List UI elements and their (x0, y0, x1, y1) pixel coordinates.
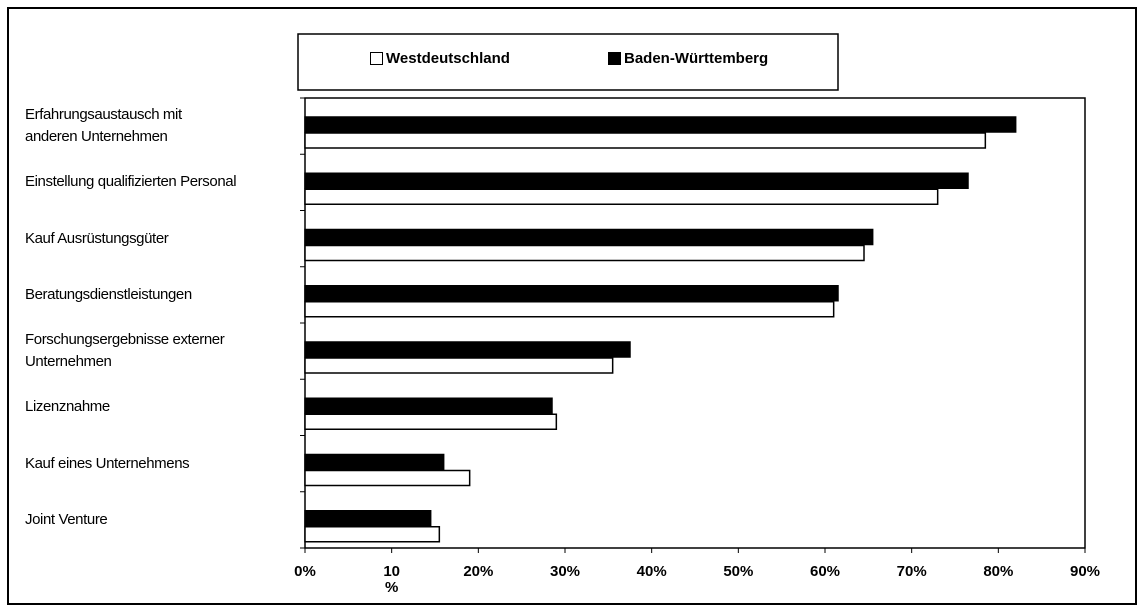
legend-label: Baden-Württemberg (624, 50, 769, 67)
x-tick-label: 90% (1069, 563, 1101, 580)
y-tick-label: Lizenznahme (25, 398, 110, 416)
bar (304, 413, 558, 430)
bar (304, 172, 969, 189)
bar (304, 510, 432, 527)
bar (304, 526, 441, 543)
y-tick-label: Beratungsdienstleistungen (25, 285, 192, 303)
legend-swatch (608, 52, 621, 65)
bar (304, 228, 874, 246)
x-tick-label: 0% (294, 563, 316, 580)
x-tick-label: 50% (723, 563, 754, 580)
y-tick-label: Einstellung qualifizierten Personal (25, 173, 237, 191)
x-tick-label: 20% (463, 563, 494, 580)
legend-swatch (370, 52, 383, 65)
x-tick-label: 10 % (383, 563, 400, 596)
y-tick-label: Kauf eines Unternehmens (25, 454, 190, 472)
x-tick-label: 60% (809, 563, 841, 580)
legend-label: Westdeutschland (386, 50, 510, 67)
bar (304, 397, 553, 414)
bar (304, 357, 614, 374)
x-tick-label: 70% (896, 563, 927, 580)
bar (304, 301, 835, 318)
bar (304, 341, 631, 358)
legend-box (297, 33, 839, 91)
bar (304, 116, 1017, 133)
bar (304, 453, 445, 471)
legend-item: Westdeutschland (370, 50, 510, 67)
y-tick-label: Forschungsergebnisse externer Unternehme… (25, 331, 225, 371)
y-tick-label: Kauf Ausrüstungsgüter (25, 229, 169, 247)
frame (7, 7, 1137, 605)
bar (304, 244, 865, 262)
legend-item: Baden-Württemberg (608, 50, 768, 67)
bar (304, 469, 471, 487)
y-tick-label: Joint Venture (25, 510, 108, 528)
x-tick-label: 30% (549, 563, 581, 580)
x-tick-label: 80% (983, 563, 1014, 580)
bar (304, 285, 839, 302)
bar (304, 132, 987, 149)
y-tick-label: Erfahrungsaustausch mit anderen Unterneh… (25, 106, 182, 146)
bar (304, 188, 939, 205)
x-tick-label: 40% (636, 563, 667, 580)
